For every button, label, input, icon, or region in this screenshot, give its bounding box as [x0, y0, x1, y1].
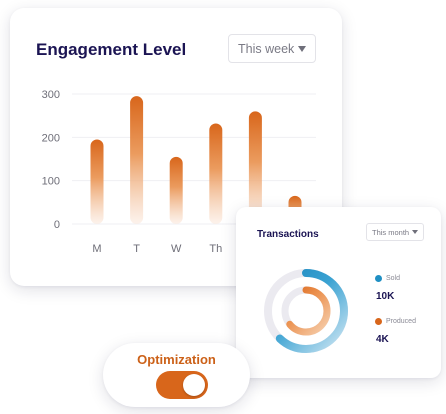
- transactions-period-dropdown[interactable]: This month: [366, 223, 424, 241]
- period-dropdown-label: This week: [238, 41, 295, 56]
- y-tick-label: 200: [42, 132, 60, 144]
- optimization-card: Optimization: [103, 343, 250, 407]
- x-tick-label: Th: [209, 243, 222, 255]
- toggle-knob: [183, 374, 205, 396]
- caret-down-icon: [412, 230, 418, 234]
- produced-legend-label: Produced: [386, 318, 416, 325]
- period-dropdown[interactable]: This week: [228, 34, 316, 63]
- y-tick-label: 300: [42, 89, 60, 101]
- produced-ring-arc: [281, 286, 331, 336]
- x-tick-label: W: [171, 243, 182, 255]
- bar-th: [209, 123, 223, 224]
- transactions-donut-chart: [264, 269, 348, 353]
- transactions-card: Transactions This month Sold 10K Produce…: [236, 207, 441, 378]
- engagement-card: 0100200300MTWThFS Engagement Level This …: [10, 8, 342, 286]
- bar-t: [130, 96, 144, 224]
- produced-legend-dot: [375, 318, 382, 325]
- sold-legend-dot: [375, 275, 382, 282]
- bar-w: [169, 156, 183, 224]
- engagement-bar-chart: 0100200300MTWThFS: [42, 89, 316, 255]
- transactions-title: Transactions: [257, 229, 319, 240]
- y-tick-label: 100: [42, 176, 60, 188]
- x-tick-label: T: [133, 243, 140, 255]
- y-tick-label: 0: [54, 219, 60, 231]
- engagement-title: Engagement Level: [36, 40, 187, 59]
- caret-down-icon: [298, 45, 306, 52]
- optimization-toggle[interactable]: [156, 371, 208, 399]
- x-tick-label: M: [92, 243, 101, 255]
- sold-ring-arc: [264, 269, 348, 353]
- bar-f: [248, 111, 262, 224]
- bar-m: [90, 139, 104, 224]
- produced-value: 4K: [376, 334, 389, 345]
- sold-legend-label: Sold: [386, 275, 401, 282]
- sold-value: 10K: [376, 291, 395, 302]
- optimization-label: Optimization: [137, 352, 216, 367]
- transactions-period-label: This month: [372, 227, 410, 237]
